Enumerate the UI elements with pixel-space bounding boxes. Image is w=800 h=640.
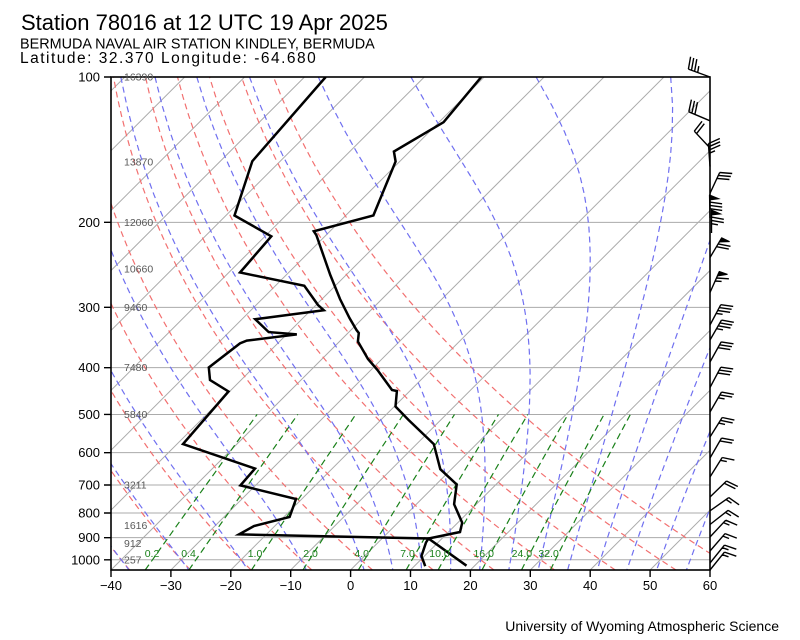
svg-text:257: 257 [124,554,142,566]
svg-text:12060: 12060 [124,217,153,229]
svg-text:600: 600 [78,445,100,460]
svg-text:500: 500 [78,407,100,422]
svg-text:5840: 5840 [124,409,148,421]
svg-text:16.0: 16.0 [473,548,494,560]
svg-text:0.2: 0.2 [145,548,160,560]
svg-text:BERMUDA NAVAL AIR STATION KIND: BERMUDA NAVAL AIR STATION KINDLEY, BERMU… [20,37,375,53]
svg-text:Station 78016 at 12 UTC 19 Apr: Station 78016 at 12 UTC 19 Apr 2025 [21,10,388,35]
svg-text:3211: 3211 [124,480,147,492]
svg-text:−30: −30 [160,578,182,593]
svg-text:7480: 7480 [124,362,148,374]
svg-text:10.0: 10.0 [429,548,450,560]
svg-text:50: 50 [643,578,657,593]
svg-text:7.0: 7.0 [400,548,415,560]
svg-text:300: 300 [78,300,100,315]
svg-text:24.0: 24.0 [512,548,533,560]
svg-text:−40: −40 [100,578,122,593]
svg-text:9460: 9460 [124,302,148,314]
svg-text:13870: 13870 [124,157,153,169]
svg-text:700: 700 [78,478,100,493]
svg-text:200: 200 [78,215,100,230]
svg-text:10: 10 [403,578,417,593]
svg-text:−20: −20 [220,578,242,593]
svg-text:2.0: 2.0 [303,548,318,560]
svg-text:1616: 1616 [124,520,148,532]
svg-text:1000: 1000 [71,552,100,567]
svg-text:400: 400 [78,360,100,375]
svg-text:16390: 16390 [124,72,153,84]
svg-text:100: 100 [78,70,100,85]
svg-text:30: 30 [523,578,537,593]
svg-text:Latitude: 32.370 Longitude: -6: Latitude: 32.370 Longitude: -64.680 [20,50,317,67]
svg-text:University of Wyoming Atmosphe: University of Wyoming Atmospheric Scienc… [505,618,779,634]
svg-text:4.0: 4.0 [354,548,369,560]
svg-text:900: 900 [78,530,100,545]
svg-text:40: 40 [583,578,597,593]
svg-text:−10: −10 [280,578,302,593]
svg-text:800: 800 [78,506,100,521]
svg-text:20: 20 [463,578,477,593]
svg-text:10660: 10660 [124,264,153,276]
svg-text:0.4: 0.4 [181,548,196,560]
svg-text:1.0: 1.0 [248,548,263,560]
svg-text:0: 0 [347,578,354,593]
svg-text:32.0: 32.0 [538,548,559,560]
svg-text:60: 60 [703,578,717,593]
svg-text:912: 912 [124,538,142,550]
